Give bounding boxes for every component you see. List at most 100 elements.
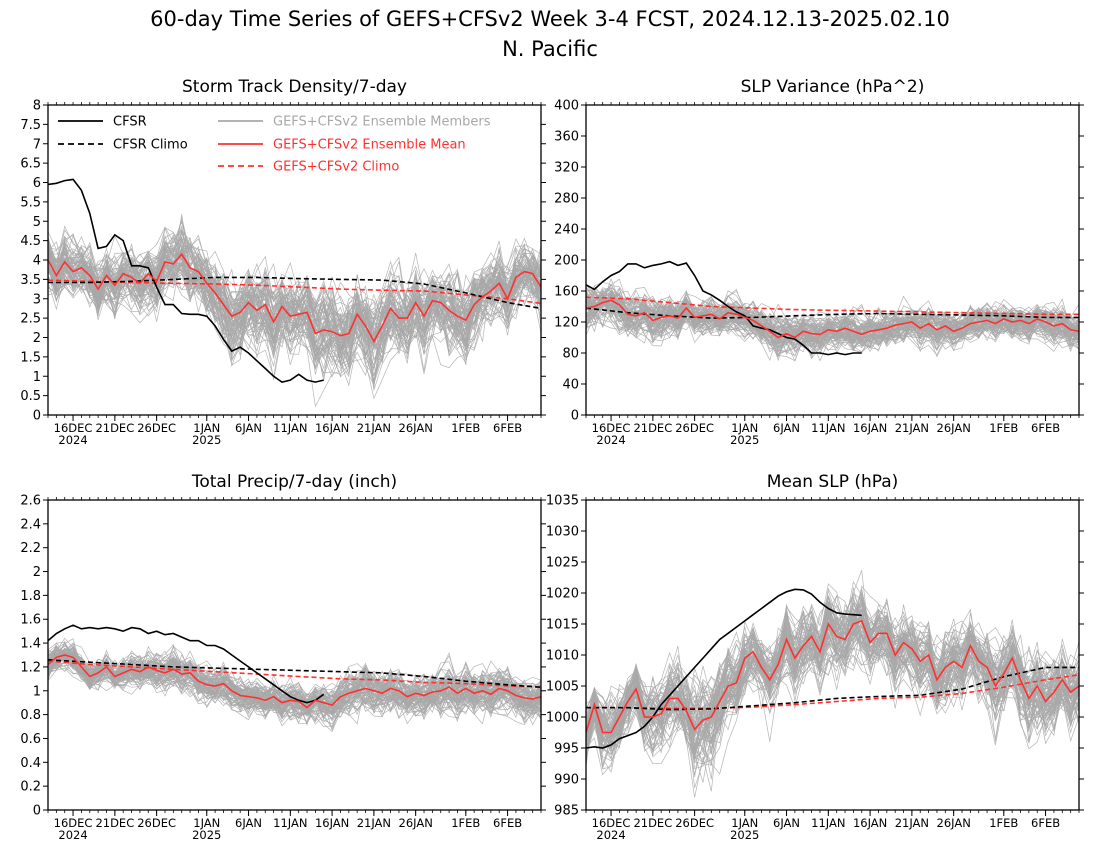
x-tick-label-year: 2024 (58, 828, 87, 842)
ensemble-member-line (586, 285, 1079, 352)
series-gefs-cfsv2-climo (48, 660, 541, 688)
panel-4: Mean SLP (hPa) 985 990 995 1000 1005 1010 1015 1… (546, 472, 1084, 842)
y-tick-label: 1005 (546, 680, 579, 695)
panel-2: SLP Variance (hPa^2) 0 40 80 120 160 200 240 280… (554, 77, 1084, 447)
x-tick-label: 26DEC (137, 816, 176, 830)
legend-label-cfsr: CFSR (113, 115, 147, 130)
y-tick-label: 6 (33, 176, 41, 191)
y-tick-label: 0.6 (20, 732, 41, 747)
ensemble-member-line (48, 245, 541, 371)
ensemble-member-line (48, 237, 541, 363)
y-tick-label: 6.5 (20, 157, 41, 172)
y-tick-label: 320 (554, 161, 579, 176)
y-tick-label: 360 (554, 130, 579, 145)
x-tick-label: 1FEB (989, 421, 1018, 435)
ensemble-member-line (48, 247, 541, 349)
ensemble-member-line (48, 652, 541, 716)
y-tick-label: 0.8 (20, 708, 41, 723)
x-tick-label: 26DEC (675, 816, 714, 830)
panel-title: Mean SLP (hPa) (767, 472, 899, 492)
ensemble-member-line (48, 647, 541, 721)
x-tick-label: 26JAN (937, 421, 971, 435)
ensemble-member-line (48, 225, 541, 366)
x-tick-label-year: 2025 (730, 828, 759, 842)
y-tick-label: 2.5 (20, 312, 41, 327)
legend-label-cfsr-climo: CFSR Climo (113, 138, 188, 153)
x-tick-label: 21DEC (633, 816, 672, 830)
legend: CFSR CFSR Climo GEFS+CFSv2 Ensemble Member… (58, 115, 491, 175)
y-tick-label: 40 (562, 378, 579, 393)
x-tick-label: 21JAN (357, 816, 391, 830)
y-tick-label: 0.5 (20, 389, 41, 404)
x-tick-label: 16JAN (853, 816, 887, 830)
y-tick-label: 1025 (546, 556, 579, 571)
y-tick-label: 120 (554, 316, 579, 331)
series-gefs-cfsv2-ensemble-mean (586, 299, 1079, 339)
y-tick-label: 0.2 (20, 780, 41, 795)
x-tick-label: 6JAN (773, 421, 800, 435)
ensemble-member-line (586, 293, 1079, 343)
x-tick-label: 1JAN (731, 816, 758, 830)
ensemble-member-line (586, 294, 1079, 354)
y-tick-label: 0.4 (20, 756, 41, 771)
ensemble-member-line (48, 645, 541, 719)
series-gefs-cfsv2-climo (586, 674, 1079, 710)
x-tick-label: 26DEC (137, 421, 176, 435)
plot-frame (585, 104, 1080, 416)
ensemble-member-line (586, 596, 1079, 765)
y-tick-label: 7 (33, 137, 41, 152)
x-tick-label: 6FEB (1031, 816, 1060, 830)
y-tick-label: 0 (33, 804, 41, 819)
legend-label-ens-mean: GEFS+CFSv2 Ensemble Mean (273, 138, 466, 153)
ensemble-members (586, 277, 1079, 362)
legend-label-gefs-climo: GEFS+CFSv2 Climo (273, 160, 399, 175)
x-tick-label: 26JAN (937, 816, 971, 830)
ensemble-member-line (48, 236, 541, 360)
y-tick-label: 1 (33, 684, 41, 699)
x-tick-label: 1FEB (451, 421, 480, 435)
y-tick-label: 2 (33, 565, 41, 580)
y-tick-label: 2 (33, 331, 41, 346)
ensemble-member-line (586, 297, 1079, 343)
y-tick-label: 7.5 (20, 118, 41, 133)
y-tick-label: 1 (33, 370, 41, 385)
series-cfsr (586, 260, 862, 356)
x-tick-label: 11JAN (273, 421, 307, 435)
series-gefs-cfsv2-ensemble-mean (586, 619, 1079, 734)
y-tick-label: 4.5 (20, 234, 41, 249)
y-tick-label: 240 (554, 223, 579, 238)
x-tick-label-year: 2024 (596, 828, 625, 842)
y-tick-label: 400 (554, 99, 579, 114)
x-tick-label: 1FEB (451, 816, 480, 830)
x-tick-label: 16DEC (592, 816, 631, 830)
x-tick-label: 16DEC (592, 421, 631, 435)
panel-title: Total Precip/7-day (inch) (191, 472, 397, 492)
y-tick-label: 1015 (546, 618, 579, 633)
x-tick-label: 21DEC (95, 816, 134, 830)
ensemble-member-line (48, 654, 541, 725)
x-tick-label-year: 2024 (596, 433, 625, 447)
y-tick-label: 2.4 (20, 517, 41, 532)
y-tick-label: 1.8 (20, 589, 41, 604)
y-tick-label: 280 (554, 192, 579, 207)
y-tick-label: 985 (554, 804, 579, 819)
ensemble-member-line (48, 250, 541, 381)
plot-frame (47, 499, 542, 811)
series-gefs-cfsv2-ensemble-mean (48, 654, 541, 709)
y-tick-label: 1.6 (20, 613, 41, 628)
x-tick-label: 21DEC (95, 421, 134, 435)
ensemble-member-line (586, 287, 1079, 356)
ensemble-member-line (48, 649, 541, 712)
x-tick-label: 6JAN (235, 421, 262, 435)
y-tick-label: 1.4 (20, 637, 41, 652)
ensemble-member-line (586, 289, 1079, 349)
y-tick-label: 160 (554, 285, 579, 300)
y-tick-label: 1.5 (20, 350, 41, 365)
ensemble-members (586, 570, 1079, 798)
x-tick-label: 11JAN (273, 816, 307, 830)
y-tick-label: 1000 (546, 711, 579, 726)
y-tick-label: 2.6 (20, 494, 41, 509)
series-cfsr (48, 624, 325, 704)
series-cfsr-climo (586, 666, 1079, 711)
